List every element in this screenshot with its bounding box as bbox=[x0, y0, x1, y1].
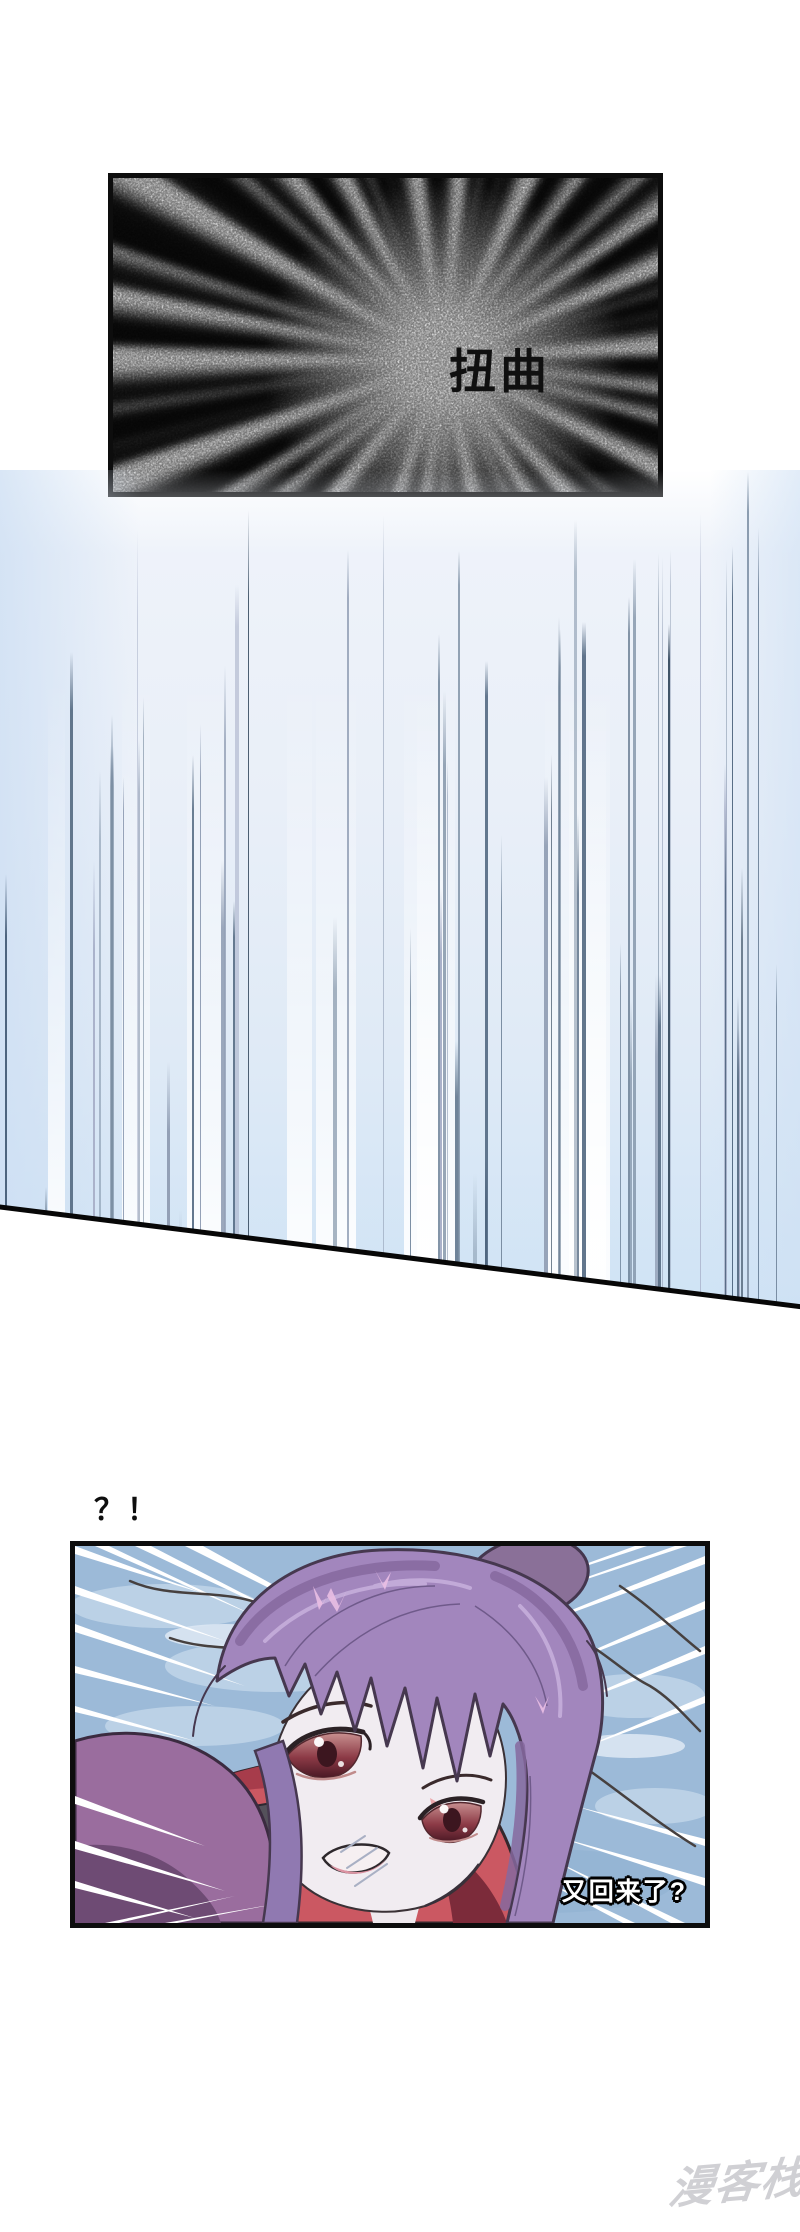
face-features bbox=[281, 1700, 493, 1887]
cheek-scratches bbox=[340, 1835, 388, 1887]
speed-line bbox=[741, 868, 743, 1305]
speed-line bbox=[501, 835, 502, 1305]
speed-line bbox=[438, 634, 440, 1305]
speed-line bbox=[574, 520, 577, 1305]
speed-line bbox=[233, 901, 235, 1305]
sfx-twist-text: 扭曲 bbox=[449, 347, 551, 399]
speed-line bbox=[179, 1210, 182, 1305]
hair-shadow-streaks bbox=[235, 1560, 588, 1911]
speed-line bbox=[99, 771, 101, 1305]
shoulder-hair bbox=[75, 1731, 278, 1923]
right-eye bbox=[417, 1773, 493, 1843]
character-illustration bbox=[75, 1546, 705, 1923]
speed-line bbox=[333, 917, 337, 1305]
speed-line bbox=[628, 597, 630, 1305]
speed-line bbox=[551, 754, 552, 1305]
speed-line bbox=[737, 996, 739, 1305]
speed-line bbox=[473, 1174, 477, 1305]
burst-grain-texture bbox=[113, 178, 658, 492]
speed-line bbox=[725, 810, 726, 1305]
speed-line bbox=[577, 814, 579, 1305]
hair-wisps bbox=[192, 1640, 608, 1737]
speed-line bbox=[758, 528, 759, 1305]
speed-line bbox=[582, 622, 586, 1305]
speed-line bbox=[633, 559, 636, 1305]
speed-line bbox=[544, 777, 548, 1305]
bottom-character-panel: 又回来了? bbox=[70, 1541, 710, 1928]
speed-line bbox=[45, 1187, 47, 1305]
top-burst-panel: 扭曲 bbox=[108, 173, 663, 497]
speed-line bbox=[655, 974, 658, 1305]
speed-line bbox=[558, 617, 560, 1305]
speed-line bbox=[620, 943, 621, 1305]
speed-line bbox=[458, 551, 460, 1305]
speed-line bbox=[658, 975, 661, 1305]
speed-line bbox=[662, 556, 663, 1305]
speed-line bbox=[143, 697, 144, 1305]
speed-line bbox=[670, 550, 671, 1305]
white-rays-over-shoulder bbox=[75, 1796, 275, 1923]
speed-line bbox=[200, 724, 201, 1305]
interjection-text: ？！ bbox=[94, 1494, 160, 1527]
speed-line bbox=[440, 888, 442, 1305]
hair-pink-glints bbox=[313, 1570, 549, 1714]
speed-line bbox=[167, 1062, 170, 1305]
speed-line bbox=[111, 715, 113, 1305]
speed-line bbox=[443, 691, 446, 1305]
white-streak bbox=[122, 470, 150, 1305]
speed-line bbox=[747, 472, 749, 1305]
speed-line bbox=[447, 761, 448, 1305]
speed-line bbox=[224, 666, 226, 1305]
speed-line bbox=[221, 861, 225, 1305]
mankezhan-watermark: 漫客栈 bbox=[666, 2153, 800, 2214]
speed-line bbox=[93, 861, 95, 1305]
dialogue-text: 又回来了? bbox=[561, 1878, 687, 1906]
speed-line bbox=[410, 928, 411, 1305]
white-streak bbox=[48, 470, 65, 1305]
speed-line bbox=[138, 740, 140, 1305]
white-streak bbox=[287, 470, 312, 1305]
speed-line bbox=[123, 777, 124, 1305]
speed-line bbox=[235, 585, 239, 1305]
speed-line bbox=[559, 629, 561, 1305]
speed-line bbox=[192, 755, 194, 1305]
speed-line bbox=[383, 515, 384, 1305]
speed-line bbox=[485, 661, 488, 1305]
speed-line bbox=[137, 530, 138, 1305]
speed-line bbox=[630, 1000, 632, 1305]
speed-line bbox=[732, 546, 733, 1305]
speed-line bbox=[248, 510, 249, 1305]
front-hair-strand bbox=[253, 1739, 303, 1923]
speed-line bbox=[5, 874, 7, 1305]
speed-line bbox=[658, 553, 659, 1305]
hair bbox=[192, 1548, 608, 1923]
speed-line bbox=[347, 550, 349, 1305]
hair-line-details bbox=[284, 1585, 548, 1917]
speed-line bbox=[700, 513, 701, 1305]
speed-line bbox=[455, 1041, 459, 1305]
speed-line bbox=[668, 624, 670, 1305]
speed-line bbox=[70, 652, 73, 1305]
speed-line bbox=[776, 964, 777, 1305]
speed-lines-zone bbox=[0, 470, 800, 1305]
